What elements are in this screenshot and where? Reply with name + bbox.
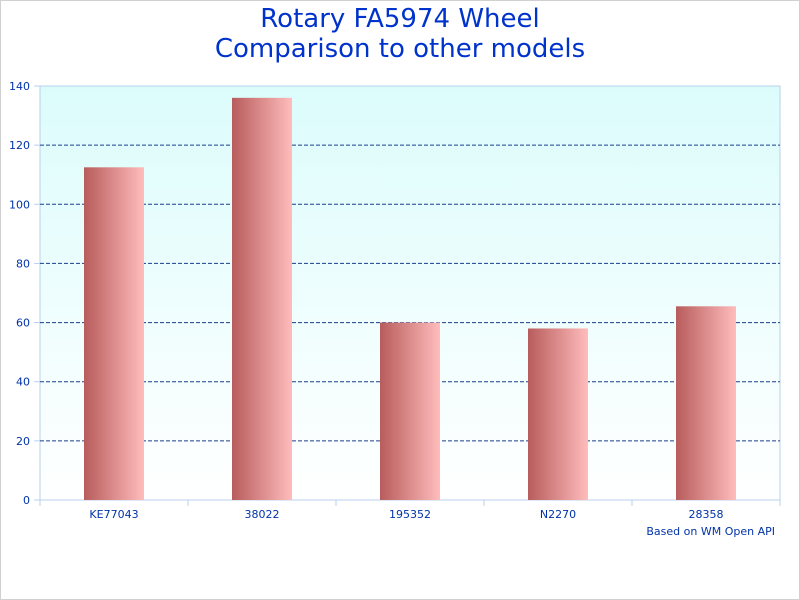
y-tick-label: 100 [9, 198, 30, 211]
bars [84, 97, 736, 501]
x-tick-label: 28358 [689, 508, 724, 521]
bar-28358 [676, 306, 736, 500]
x-tick-label: 38022 [245, 508, 280, 521]
y-tick-label: 60 [16, 317, 30, 330]
y-tick-label: 80 [16, 257, 30, 270]
chart-title-line-2: Comparison to other models [215, 34, 585, 64]
x-tick-label: 195352 [389, 508, 431, 521]
x-tick-label: N2270 [540, 508, 576, 521]
y-tick-label: 40 [16, 376, 30, 389]
y-tick-label: 120 [9, 139, 30, 152]
x-tick-label: KE77043 [89, 508, 138, 521]
y-tick-label: 20 [16, 435, 30, 448]
y-tick-label: 0 [23, 494, 30, 507]
bar-KE77043 [84, 167, 144, 501]
chart-title-line-1: Rotary FA5974 Wheel [260, 4, 539, 34]
x-axis-ticks: KE77043 38022 195352 N2270 28358 [39, 500, 781, 521]
credit-text: Based on WM Open API [646, 525, 775, 538]
bar-N2270 [528, 328, 588, 500]
bar-38022 [232, 97, 292, 500]
y-axis-ticks: 0 20 40 60 80 100 120 140 [9, 80, 40, 507]
y-tick-label: 140 [9, 80, 30, 93]
bar-195352 [380, 322, 440, 500]
